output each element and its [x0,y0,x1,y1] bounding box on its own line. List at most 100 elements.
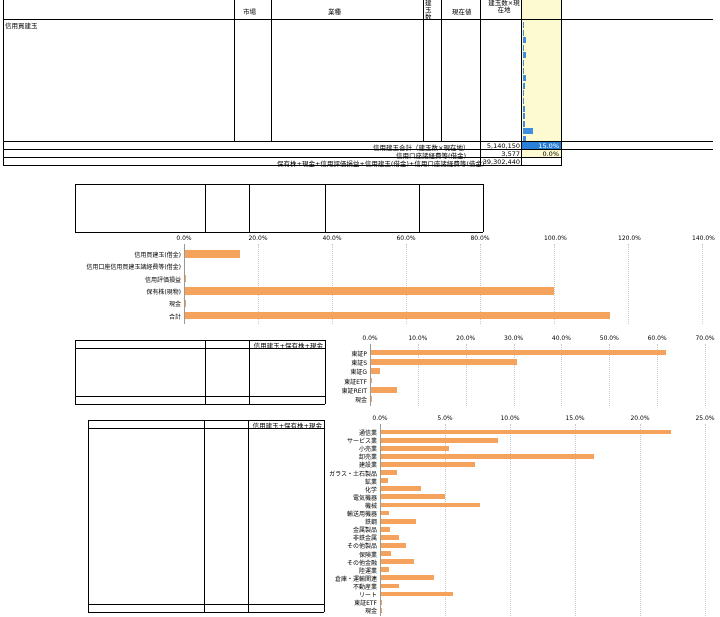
market-pct [205,388,247,396]
holding-row [3,82,713,90]
summary-right-value [421,192,481,200]
pct-databar [523,22,525,28]
x-tick-label: 10.0% [500,415,520,422]
bar [381,526,391,532]
market-row [75,388,327,396]
x-tick-label: 120.0% [618,235,641,242]
y-axis [380,424,381,617]
total-pct-cell [522,142,561,149]
category-label: 東証ETF [354,600,377,608]
summary-pct [205,224,247,232]
x-tick-label: 140.0% [692,235,715,242]
x-tick-label: 5.0% [437,415,453,422]
holding-row [3,36,713,44]
market-row [75,348,327,356]
x-tick-label: 20.0% [456,335,476,342]
holding-row [3,74,713,82]
holding-row [3,51,713,59]
category-label: 東証P [351,350,367,358]
x-tick-label: 20.0% [248,235,268,242]
category-label: その他金融 [346,559,377,567]
summary-right-row [325,192,485,200]
category-label: 信用評価損益 [144,276,181,284]
bar [381,591,453,597]
pct-databar [523,120,525,127]
summary-pct [205,192,247,200]
summary-right-value [421,200,481,208]
pct-databar [523,29,524,36]
category-label: 現金 [168,301,181,309]
category-label: 現金 [364,608,377,616]
category-label: 保有株(現物) [146,289,181,297]
summary-right-pct [397,200,419,208]
market-label [77,356,203,364]
x-tick-label: 60.0% [647,335,667,342]
gridline [640,424,641,617]
market-value [249,364,323,372]
gridline [406,244,407,324]
summary-label [77,208,205,216]
x-tick-label: 50.0% [599,335,619,342]
category-label: 建設業 [358,462,377,470]
header-qty: 建玉数 [425,0,432,21]
summary-row [75,200,325,208]
category-label: 化学 [364,486,377,494]
category-label: 東証G [350,369,367,377]
category-label: ガラス・土石製品 [329,470,377,478]
summary-row [75,184,325,192]
summary-right-pct [397,184,419,192]
market-value [249,348,323,356]
bar [381,486,422,492]
summary-right-value [421,224,481,232]
total-pct: 15.0% [538,142,559,150]
bar [381,445,449,451]
y-axis [370,344,371,406]
category-label: 非鉄金属 [352,535,377,543]
market-value [249,388,323,396]
category-label: 機械 [364,502,377,510]
summary-label [77,184,205,192]
holdings-rows [3,20,713,146]
summary-value [249,216,323,224]
bar [381,559,414,565]
x-tick-label: 0.0% [372,415,388,422]
market-header: 信用建玉+保有株+現金 [253,342,323,350]
pct-databar [523,136,526,142]
summary-right-row [325,184,485,192]
market-row [75,380,327,388]
market-value [249,356,323,364]
bar [381,599,383,605]
header-price: 現在値 [452,8,472,16]
total-value: 5,140,150 [486,142,520,150]
x-tick-label: 80.0% [470,235,490,242]
category-label: 不動産業 [352,583,377,591]
x-tick-label: 40.0% [322,235,342,242]
x-tick-label: 0.0% [176,235,192,242]
bar [381,437,498,443]
x-tick-label: 100.0% [544,235,567,242]
x-tick-label: 30.0% [504,335,524,342]
pct-databar [523,90,524,97]
category-label: 輸送用機器 [346,511,377,519]
category-label: 東証REIT [341,387,367,395]
summary-right-label [327,216,397,224]
bar [381,551,392,556]
bar [381,543,406,548]
x-tick-label: 0.0% [362,335,378,342]
holding-row [3,112,713,120]
category-label: 卸売業 [358,454,377,462]
summary-pct [205,184,247,192]
gridline [628,244,629,324]
industry-header: 信用建玉+保有株+現金 [252,422,322,430]
bar [185,287,554,295]
market-value [249,380,323,388]
summary-label [77,200,205,208]
category-label: 東証ETF [344,378,367,386]
market-pct [205,356,247,364]
summary-right-label [327,184,397,192]
category-label: 信用口座信用買建玉諸経費等(借金) [86,264,181,272]
x-tick-label: 25.0% [695,415,715,422]
summary-right-value [421,208,481,216]
pct-databar [523,44,524,51]
summary-right-label [327,208,397,216]
